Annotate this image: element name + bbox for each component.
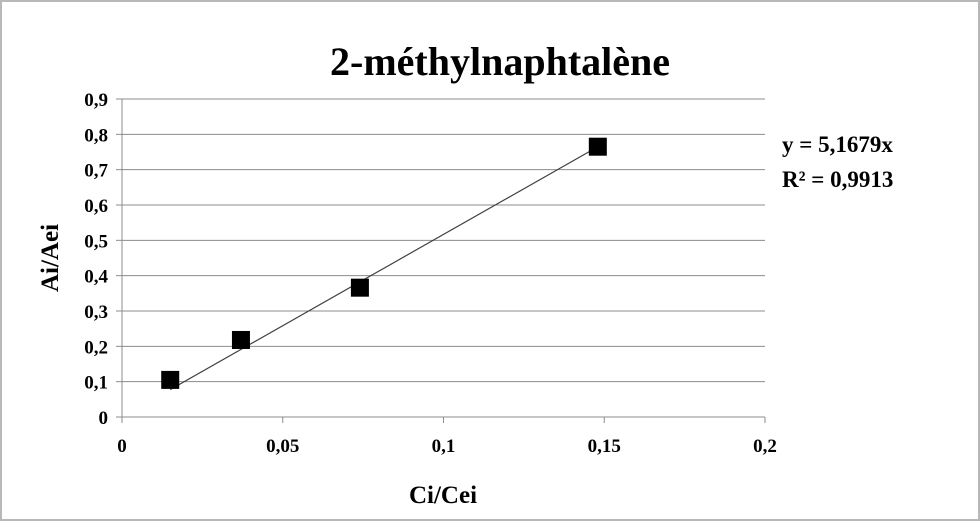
data-point xyxy=(231,330,250,349)
grid-lines xyxy=(122,98,765,383)
trendline-equation: y = 5,1679x xyxy=(782,132,893,157)
x-tick-label: 0,15 xyxy=(588,436,621,457)
y-tick-label: 0 xyxy=(99,408,109,429)
x-tick-label: 0,2 xyxy=(753,436,777,457)
y-tick-label: 0,6 xyxy=(84,196,108,217)
trendline xyxy=(169,146,599,391)
data-point xyxy=(350,278,369,297)
y-tick-label: 0,9 xyxy=(84,90,108,111)
trendline-group xyxy=(169,146,599,391)
x-tick-label: 0 xyxy=(117,436,127,457)
y-tick-label: 0,8 xyxy=(84,125,108,146)
y-tick-label: 0,7 xyxy=(84,161,108,182)
y-axis-title: Ai/Aei xyxy=(37,224,64,292)
y-tick-label: 0,4 xyxy=(84,267,108,288)
chart-title: 2-méthylnaphtalène xyxy=(330,39,670,84)
y-tick-label: 0,5 xyxy=(84,231,108,252)
x-axis-title: Ci/Cei xyxy=(409,482,477,509)
data-point xyxy=(588,137,607,156)
axes xyxy=(116,98,766,423)
tick-labels: 0 0,1 0,2 0,3 0,4 0,5 0,6 0,7 0,8 0,9 0 0,05 0,1 0,15… xyxy=(84,90,777,457)
data-points xyxy=(161,137,607,389)
x-tick-label: 0,1 xyxy=(432,436,456,457)
y-tick-label: 0,1 xyxy=(84,373,108,394)
data-point xyxy=(161,370,180,389)
trendline-r-squared: R² = 0,9913 xyxy=(782,167,893,192)
x-tick-label: 0,05 xyxy=(266,436,299,457)
y-tick-label: 0,3 xyxy=(84,302,108,323)
y-tick-label: 0,2 xyxy=(84,337,108,358)
